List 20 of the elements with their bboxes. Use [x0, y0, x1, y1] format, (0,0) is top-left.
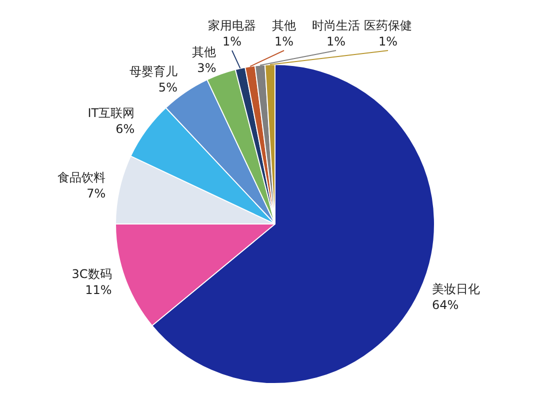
data-label: 1% — [222, 34, 242, 49]
slice-label: 医药保健 — [364, 18, 412, 33]
slice-label: 食品饮料 — [58, 170, 106, 184]
data-label: 1% — [274, 34, 294, 49]
data-label: 11% — [85, 282, 112, 297]
data-label: 7% — [86, 186, 106, 200]
slice-label: 时尚生活 — [312, 18, 360, 33]
data-label: 1% — [326, 34, 346, 49]
slice-label: IT互联网 — [88, 106, 135, 120]
slice-label: 家用电器 — [208, 18, 256, 33]
data-label: 3% — [197, 60, 216, 75]
slice-label: 3C数码 — [72, 266, 112, 281]
slice-label: 美妆日化 — [432, 282, 480, 296]
slice-label: 其他 — [192, 44, 216, 59]
slice-label: 母婴育儿 — [129, 64, 178, 79]
slice-label: 其他 — [272, 18, 296, 33]
data-label: 1% — [378, 34, 398, 49]
data-label: 6% — [116, 122, 135, 136]
data-label: 64% — [432, 298, 459, 312]
data-label: 5% — [158, 80, 178, 95]
